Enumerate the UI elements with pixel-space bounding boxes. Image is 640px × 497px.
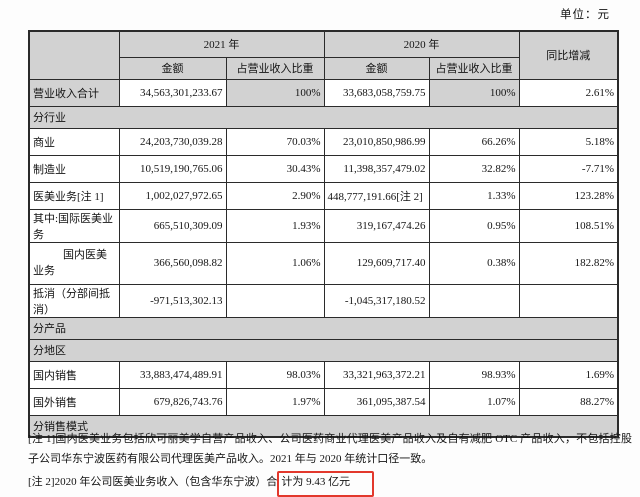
cell-label: 国外销售: [28, 387, 120, 416]
cell-ratio-2020: 1.07%: [428, 387, 520, 416]
cell-label: 国内医美业务: [28, 241, 120, 285]
cell-label: 商业: [28, 127, 120, 156]
cell-label: 其中:国际医美业务: [28, 208, 120, 243]
cell-amount-2021: 366,560,098.82: [118, 241, 227, 285]
header-amount-2021: 金额: [118, 56, 227, 80]
cell-yoy: 1.69%: [518, 360, 619, 389]
cell-yoy: 88.27%: [518, 387, 619, 416]
cell-ratio-2020: 32.82%: [428, 154, 520, 183]
footnote-1: [注 1]国内医美业务包括欣可丽美学自营产品收入、公司医药商业代理医美产品收入及…: [28, 433, 632, 465]
cell-amount-2021: 24,203,730,039.28: [118, 127, 227, 156]
cell-amount-2020: 11,398,357,479.02: [323, 154, 430, 183]
cell-ratio-2020: 0.95%: [428, 208, 520, 243]
cell-amount-2021: 34,563,301,233.67: [118, 78, 227, 107]
cell-ratio-2021: 30.43%: [225, 154, 325, 183]
table-section-by-industry: 分行业: [28, 105, 619, 129]
table-row-domestic-medical: 国内医美业务 366,560,098.82 1.06% 129,609,717.…: [28, 241, 619, 285]
header-year-2021: 2021 年: [118, 30, 325, 58]
table-row-intl-medical: 其中:国际医美业务 665,510,309.09 1.93% 319,167,4…: [28, 208, 619, 243]
table-row-elimination: 抵消（分部间抵消） -971,513,302.13 -1,045,317,180…: [28, 283, 619, 318]
section-label: 分销售模式: [28, 414, 619, 438]
header-yoy-change: 同比增减: [518, 30, 619, 80]
table-row-commerce: 商业 24,203,730,039.28 70.03% 23,010,850,9…: [28, 127, 619, 156]
cell-ratio-2021: 100%: [225, 78, 325, 107]
cell-label: 医美业务[注 1]: [28, 181, 120, 210]
cell-ratio-2020: [428, 283, 520, 318]
cell-amount-2021: -971,513,302.13: [118, 283, 227, 318]
cell-amount-2020: 33,321,963,372.21: [323, 360, 430, 389]
cell-label: 抵消（分部间抵消）: [28, 283, 120, 318]
table-row-manufacturing: 制造业 10,519,190,765.06 30.43% 11,398,357,…: [28, 154, 619, 183]
cell-amount-2021: 33,883,474,489.91: [118, 360, 227, 389]
revenue-breakdown-table: 2021 年 2020 年 同比增减 金额 占营业收入比重 金额 占营业收入比重…: [28, 30, 619, 438]
cell-ratio-2020: 66.26%: [428, 127, 520, 156]
footnote-2-prefix: [注 2]2020 年公司医美业务收入（包含华东宁波）合: [28, 476, 278, 488]
cell-yoy: 182.82%: [518, 241, 619, 285]
cell-yoy: 2.61%: [518, 78, 619, 107]
cell-ratio-2020: 98.93%: [428, 360, 520, 389]
table-header-measures: 金额 占营业收入比重 金额 占营业收入比重: [29, 56, 618, 80]
footnotes: [注 1]国内医美业务包括欣可丽美学自营产品收入、公司医药商业代理医美产品收入及…: [28, 430, 632, 497]
cell-ratio-2021: 2.90%: [225, 181, 325, 210]
section-label: 分产品: [28, 316, 619, 340]
cell-amount-2020: 129,609,717.40: [323, 241, 430, 285]
table-section-by-region: 分地区: [28, 338, 619, 362]
unit-label: 单位：元: [560, 9, 610, 21]
cell-ratio-2020: 0.38%: [428, 241, 520, 285]
cell-yoy: [518, 283, 619, 318]
cell-amount-2020: -1,045,317,180.52: [323, 283, 430, 318]
footnote-2: [注 2]2020 年公司医美业务收入（包含华东宁波）合 计为 9.43 亿元: [28, 471, 632, 497]
cell-amount-2020-highlighted: 448,777,191.66[注 2]: [323, 181, 430, 210]
header-ratio-2021: 占营业收入比重: [225, 56, 325, 80]
section-label: 分地区: [28, 338, 619, 362]
table-row-medical-aesthetics: 医美业务[注 1] 1,002,027,972.65 2.90% 448,777…: [28, 181, 619, 210]
cell-amount-2021: 679,826,743.76: [118, 387, 227, 416]
cell-yoy: 5.18%: [518, 127, 619, 156]
table-section-by-product: 分产品: [28, 316, 619, 340]
cell-label: 制造业: [28, 154, 120, 183]
cell-amount-2021: 10,519,190,765.06: [118, 154, 227, 183]
cell-ratio-2021: 1.06%: [225, 241, 325, 285]
table-header-years: 2021 年 2020 年 同比增减: [28, 30, 619, 80]
cell-amount-2020: 33,683,058,759.75: [323, 78, 430, 107]
cell-yoy: -7.71%: [518, 154, 619, 183]
cell-yoy: 123.28%: [518, 181, 619, 210]
cell-amount-2021: 665,510,309.09: [118, 208, 227, 243]
cell-label: 营业收入合计: [28, 78, 120, 107]
cell-ratio-2020: 100%: [428, 78, 520, 107]
cell-amount-2020: 361,095,387.54: [323, 387, 430, 416]
cell-amount-2020-text: 448,777,191.66[注 2]: [327, 190, 423, 203]
cell-amount-2020: 319,167,474.26: [323, 208, 430, 243]
cell-ratio-2021: [225, 283, 325, 318]
table-row-domestic-sales: 国内销售 33,883,474,489.91 98.03% 33,321,963…: [28, 360, 619, 389]
header-amount-2020: 金额: [323, 56, 430, 80]
corner-cell: [28, 30, 120, 80]
cell-label: 国内销售: [28, 360, 120, 389]
table-row-total-revenue: 营业收入合计 34,563,301,233.67 100% 33,683,058…: [28, 78, 619, 107]
cell-ratio-2021: 70.03%: [225, 127, 325, 156]
cell-ratio-2021: 1.97%: [225, 387, 325, 416]
cell-amount-2020: 23,010,850,986.99: [323, 127, 430, 156]
cell-ratio-2020: 1.33%: [428, 181, 520, 210]
cell-amount-2021: 1,002,027,972.65: [118, 181, 227, 210]
table-section-by-sales-model: 分销售模式: [28, 414, 619, 438]
cell-ratio-2021: 98.03%: [225, 360, 325, 389]
header-ratio-2020: 占营业收入比重: [428, 56, 520, 80]
cell-yoy: 108.51%: [518, 208, 619, 243]
table-row-overseas-sales: 国外销售 679,826,743.76 1.97% 361,095,387.54…: [28, 387, 619, 416]
cell-ratio-2021: 1.93%: [225, 208, 325, 243]
header-year-2020: 2020 年: [323, 30, 520, 58]
section-label: 分行业: [28, 105, 619, 129]
highlight-box-943: 计为 9.43 亿元: [277, 471, 375, 497]
